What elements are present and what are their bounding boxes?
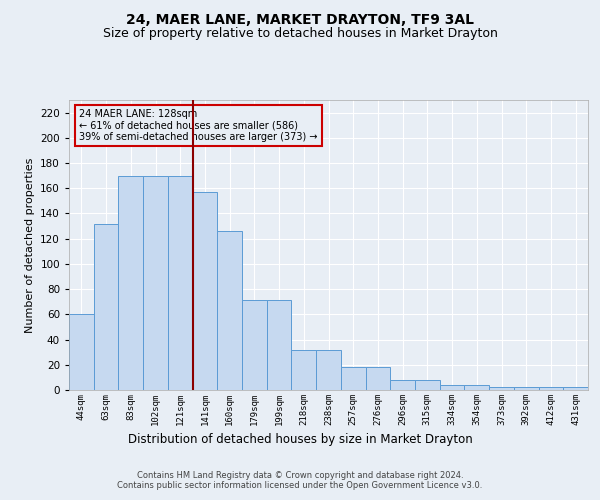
Text: Distribution of detached houses by size in Market Drayton: Distribution of detached houses by size …: [128, 432, 472, 446]
Bar: [69, 314, 94, 390]
Bar: [94, 224, 118, 390]
Bar: [563, 388, 588, 390]
Bar: [390, 380, 415, 390]
Text: Size of property relative to detached houses in Market Drayton: Size of property relative to detached ho…: [103, 28, 497, 40]
Bar: [365, 368, 390, 390]
Bar: [168, 176, 193, 390]
Bar: [267, 300, 292, 390]
Bar: [118, 176, 143, 390]
Text: 24 MAER LANE: 128sqm
← 61% of detached houses are smaller (586)
39% of semi-deta: 24 MAER LANE: 128sqm ← 61% of detached h…: [79, 108, 318, 142]
Bar: [514, 388, 539, 390]
Bar: [217, 231, 242, 390]
Bar: [292, 350, 316, 390]
Bar: [316, 350, 341, 390]
Y-axis label: Number of detached properties: Number of detached properties: [25, 158, 35, 332]
Bar: [341, 368, 365, 390]
Bar: [242, 300, 267, 390]
Text: 24, MAER LANE, MARKET DRAYTON, TF9 3AL: 24, MAER LANE, MARKET DRAYTON, TF9 3AL: [126, 12, 474, 26]
Bar: [489, 388, 514, 390]
Bar: [539, 388, 563, 390]
Bar: [193, 192, 217, 390]
Text: Contains HM Land Registry data © Crown copyright and database right 2024.
Contai: Contains HM Land Registry data © Crown c…: [118, 470, 482, 490]
Bar: [415, 380, 440, 390]
Bar: [143, 176, 168, 390]
Bar: [440, 385, 464, 390]
Bar: [464, 385, 489, 390]
